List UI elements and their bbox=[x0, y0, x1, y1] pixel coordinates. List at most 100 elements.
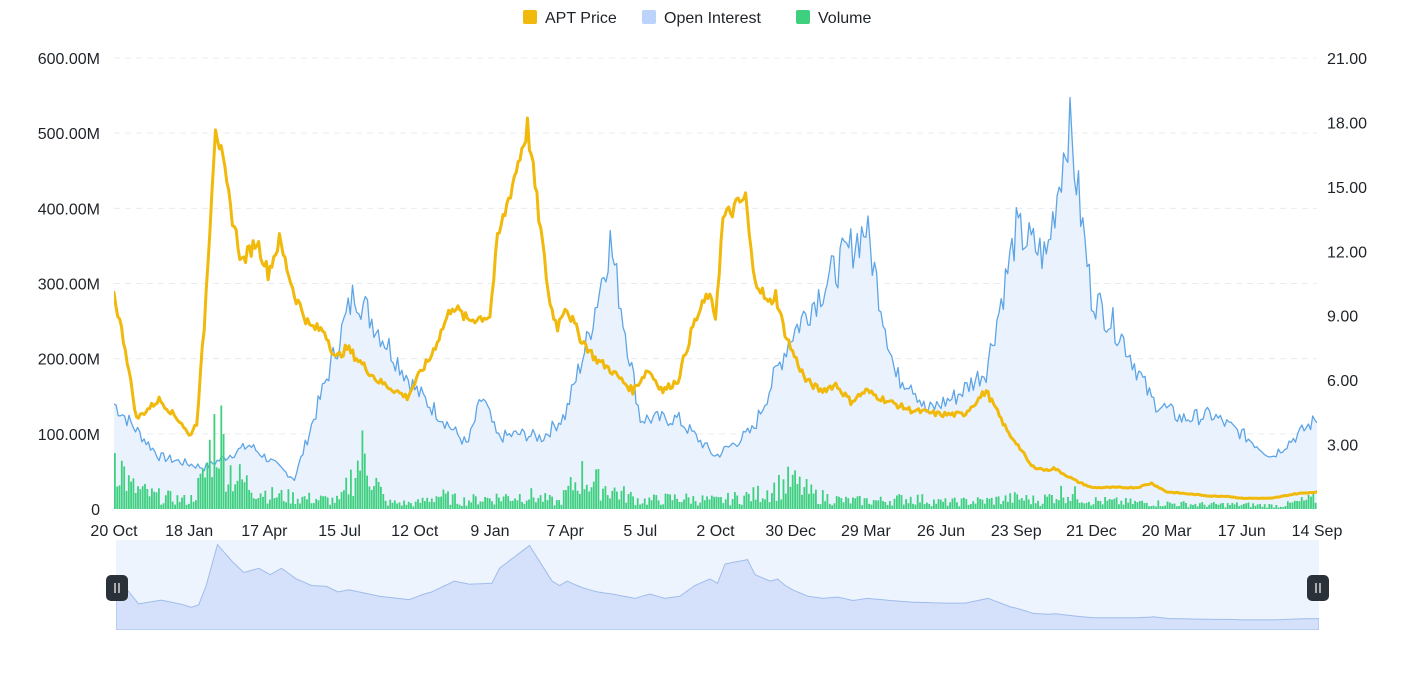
volume-bar bbox=[1039, 506, 1042, 509]
volume-bar bbox=[359, 470, 361, 509]
navigator-handle-right[interactable] bbox=[1307, 575, 1329, 601]
volume-bar bbox=[879, 496, 882, 509]
volume-bar bbox=[754, 499, 757, 509]
volume-bar bbox=[771, 493, 773, 509]
volume-bar bbox=[1270, 504, 1273, 509]
volume-bar bbox=[1277, 507, 1280, 509]
volume-bar bbox=[137, 486, 139, 509]
volume-bar bbox=[162, 503, 165, 509]
volume-bar bbox=[553, 505, 556, 509]
volume-bar bbox=[130, 481, 132, 509]
volume-bar bbox=[1254, 505, 1257, 509]
volume-bar bbox=[579, 494, 581, 509]
x-tick-label: 21 Dec bbox=[1066, 523, 1117, 540]
volume-bar bbox=[939, 499, 942, 509]
volume-bar bbox=[502, 496, 505, 509]
volume-bar bbox=[775, 500, 778, 509]
volume-bar bbox=[206, 462, 209, 509]
volume-bar bbox=[1189, 504, 1192, 509]
volume-bar bbox=[831, 505, 833, 509]
volume-bar bbox=[715, 496, 718, 509]
y-left-tick-label: 600.00M bbox=[38, 51, 100, 68]
volume-bar bbox=[592, 481, 595, 509]
volume-bar bbox=[1138, 501, 1141, 509]
volume-bar bbox=[336, 495, 338, 509]
legend-item-price[interactable]: APT Price bbox=[523, 10, 617, 27]
legend-item-open-interest[interactable]: Open Interest bbox=[642, 10, 762, 27]
volume-bar bbox=[1088, 501, 1090, 509]
plot-area bbox=[114, 96, 1317, 509]
volume-bar bbox=[650, 500, 653, 509]
navigator-handle-left[interactable] bbox=[106, 575, 128, 601]
volume-bar bbox=[393, 500, 396, 509]
volume-bar bbox=[1009, 493, 1012, 509]
volume-bar bbox=[951, 498, 954, 509]
volume-bar bbox=[653, 494, 655, 509]
volume-bar bbox=[1048, 494, 1051, 509]
volume-bar bbox=[236, 480, 239, 509]
x-tick-label: 18 Jan bbox=[165, 523, 213, 540]
volume-bar bbox=[988, 498, 991, 509]
volume-bar bbox=[747, 493, 750, 509]
volume-bar bbox=[664, 493, 667, 509]
volume-bar bbox=[1240, 504, 1243, 509]
volume-bar bbox=[965, 499, 968, 509]
volume-bar bbox=[296, 498, 299, 509]
volume-bar bbox=[537, 498, 540, 509]
volume-bar bbox=[1162, 506, 1164, 509]
volume-bar bbox=[872, 500, 875, 509]
volume-bar bbox=[123, 466, 126, 509]
range-navigator[interactable] bbox=[106, 540, 1329, 630]
volume-bar bbox=[141, 486, 144, 509]
volume-bar bbox=[671, 500, 674, 509]
volume-bar bbox=[583, 489, 586, 509]
volume-bar bbox=[683, 499, 685, 509]
volume-bar bbox=[521, 502, 523, 509]
volume-bar bbox=[546, 500, 549, 509]
volume-bar bbox=[937, 499, 940, 509]
y-axis-right: 3.00 6.00 9.00 12.00 15.00 18.00 21.00 bbox=[1327, 51, 1367, 455]
volume-bar bbox=[1143, 503, 1146, 509]
volume-bar bbox=[306, 499, 308, 509]
volume-bar bbox=[1222, 503, 1224, 509]
x-tick-label: 15 Jul bbox=[318, 523, 361, 540]
volume-bar bbox=[1129, 498, 1132, 509]
volume-bar bbox=[701, 495, 704, 509]
volume-bar bbox=[632, 496, 634, 509]
volume-bar bbox=[461, 506, 463, 509]
volume-bar bbox=[768, 502, 771, 509]
volume-bar bbox=[132, 478, 135, 509]
volume-bar bbox=[1000, 504, 1002, 509]
volume-bar bbox=[1307, 494, 1310, 509]
volume-bar bbox=[710, 495, 713, 509]
volume-bar bbox=[944, 498, 947, 509]
volume-bar bbox=[1067, 496, 1069, 509]
volume-bar bbox=[1115, 497, 1118, 509]
volume-bar bbox=[565, 490, 567, 509]
volume-bar bbox=[907, 503, 910, 509]
volume-bar bbox=[255, 499, 257, 509]
volume-bar bbox=[845, 496, 847, 509]
volume-bar bbox=[854, 498, 857, 509]
volume-bar bbox=[1185, 503, 1187, 509]
volume-bar bbox=[518, 494, 521, 509]
volume-bar bbox=[472, 494, 475, 509]
volume-bar bbox=[505, 494, 507, 509]
volume-bar bbox=[234, 484, 237, 509]
volume-bar bbox=[727, 492, 729, 509]
volume-bar bbox=[523, 503, 526, 509]
volume-bar bbox=[139, 489, 142, 509]
volume-bar bbox=[382, 494, 385, 509]
x-tick-label: 9 Jan bbox=[470, 523, 509, 540]
volume-bar bbox=[1030, 504, 1032, 509]
volume-bar bbox=[627, 494, 630, 509]
volume-bar bbox=[706, 496, 708, 509]
volume-bar bbox=[909, 496, 912, 509]
volume-bar bbox=[1159, 506, 1162, 509]
volume-bar bbox=[153, 491, 156, 509]
volume-bar bbox=[424, 501, 426, 509]
volume-bar bbox=[440, 496, 442, 509]
volume-bar bbox=[914, 504, 917, 509]
volume-bar bbox=[456, 503, 459, 509]
legend-item-volume[interactable]: Volume bbox=[796, 10, 871, 27]
